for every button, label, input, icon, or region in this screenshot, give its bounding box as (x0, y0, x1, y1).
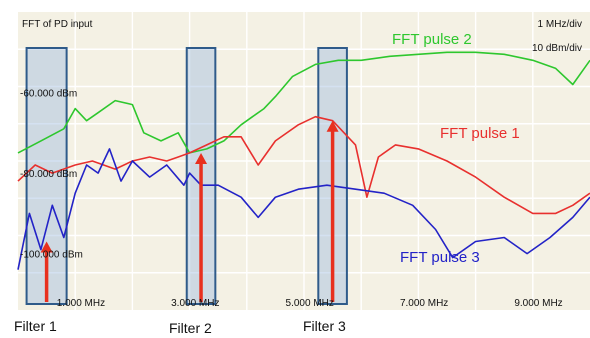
y-tick-label: -60.000 dBm (20, 89, 77, 100)
series-label-pulse-1: FFT pulse 1 (440, 125, 520, 142)
filter-arrow-head-2 (195, 152, 208, 164)
x-tick-label: 9.000 MHz (514, 298, 562, 309)
x-tick-label: 7.000 MHz (400, 298, 448, 309)
y-tick-label: -100.000 dBm (20, 250, 83, 261)
series-line-3 (17, 148, 590, 270)
series-label-pulse-2: FFT pulse 2 (392, 31, 472, 48)
y-scale-label: 10 dBm/div (532, 43, 582, 54)
series-line-1 (17, 51, 590, 154)
chart-title: FFT of PD input (22, 19, 93, 30)
y-tick-label: -80.000 dBm (20, 169, 77, 180)
filter-caption-2: Filter 2 (169, 320, 212, 336)
series-lines (17, 51, 590, 270)
x-tick-label: 1.000 MHz (57, 298, 105, 309)
x-tick-label: 3.000 MHz (171, 298, 219, 309)
series-line-2 (17, 115, 590, 215)
series-label-pulse-3: FFT pulse 3 (400, 249, 480, 266)
x-tick-labels: 1.000 MHz 3.000 MHz 5.000 MHz 7.000 MHz 9.00… (57, 298, 563, 309)
filter-arrows (40, 120, 339, 302)
filter-arrow-head-3 (326, 120, 339, 132)
filter-arrow-head-1 (40, 241, 53, 253)
x-scale-label: 1 MHz/div (538, 19, 582, 30)
gridlines (18, 12, 590, 310)
filter-caption-3: Filter 3 (303, 318, 346, 334)
y-tick-labels: -60.000 dBm -80.000 dBm -100.000 dBm (20, 89, 83, 261)
filter-boxes (25, 47, 348, 305)
filter-caption-1: Filter 1 (14, 318, 57, 334)
x-tick-label: 5.000 MHz (286, 298, 334, 309)
